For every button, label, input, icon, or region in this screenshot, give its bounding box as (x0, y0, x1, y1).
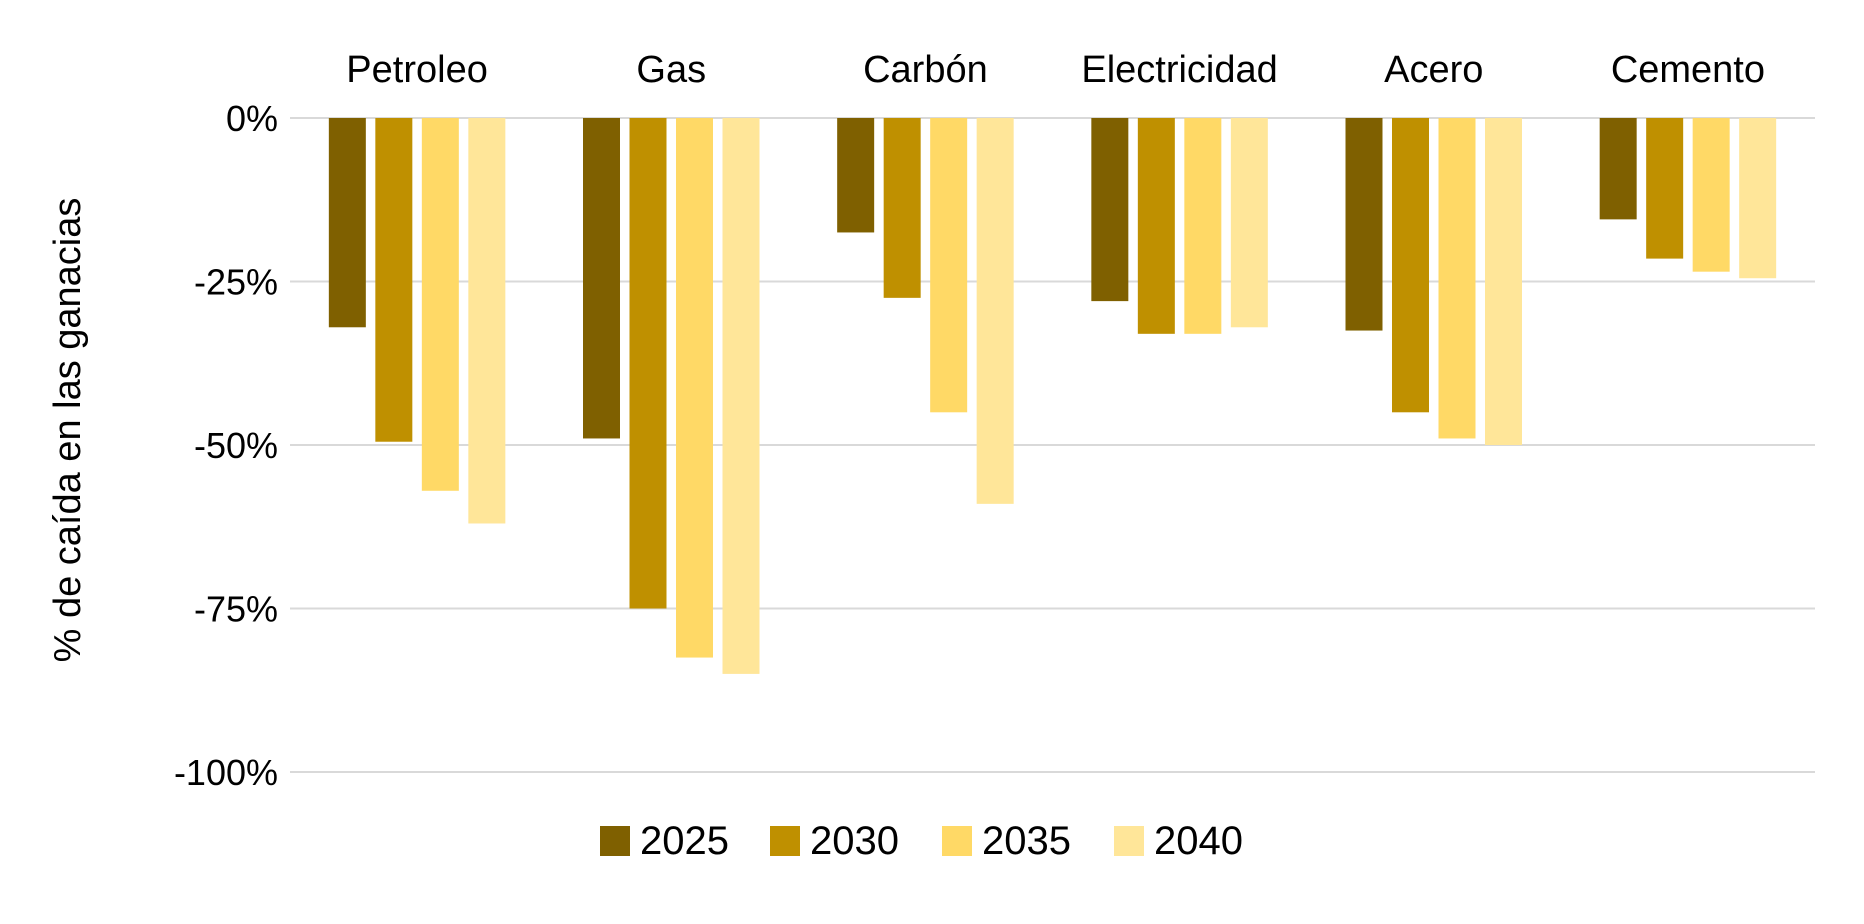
bar-2030-carbón (883, 118, 921, 298)
bar-2030-gas (629, 118, 667, 609)
bar-2030-petroleo (375, 118, 413, 442)
legend-swatch-2035 (942, 826, 972, 856)
bar-2025-electricidad (1091, 118, 1129, 302)
category-label: Gas (636, 49, 706, 91)
bar-2035-gas (676, 118, 713, 658)
category-labels: Petroleo Gas Carbón Electricidad Acero Cement… (346, 49, 1765, 91)
legend-label: 2025 (640, 819, 729, 863)
bar-2040-electricidad (1230, 118, 1268, 328)
bar-2025-petroleo (328, 118, 366, 328)
category-label: Electricidad (1081, 49, 1277, 91)
y-tick-label: -100% (174, 752, 278, 793)
category-label: Cemento (1611, 49, 1765, 91)
y-tick-label: 0% (226, 98, 278, 139)
bar-2035-electricidad (1184, 118, 1222, 334)
legend-swatch-2025 (600, 826, 630, 856)
bar-2030-electricidad (1137, 118, 1175, 334)
category-label: Petroleo (346, 49, 488, 91)
bars (328, 118, 1777, 674)
legend-swatch-2030 (770, 826, 800, 856)
bar-2040-gas (722, 118, 760, 674)
bar-2025-acero (1345, 118, 1383, 331)
legend-swatch-2040 (1114, 826, 1144, 856)
y-axis-ticks: 0% -25% -50% -75% -100% (174, 98, 278, 793)
y-tick-label: -50% (194, 425, 278, 466)
legend: 2025 2030 2035 2040 (600, 819, 1243, 863)
gridlines (290, 117, 1815, 773)
y-axis-label: % de caída en las ganacias (47, 198, 89, 663)
legend-label: 2035 (982, 819, 1071, 863)
bar-2025-cemento (1599, 118, 1637, 220)
bar-2030-cemento (1646, 118, 1684, 259)
legend-label: 2040 (1154, 819, 1243, 863)
bar-2035-carbón (930, 118, 968, 413)
bar-2035-acero (1438, 118, 1476, 439)
bar-2040-acero (1485, 118, 1522, 445)
bar-2025-carbón (837, 118, 875, 233)
bar-2035-cemento (1692, 118, 1730, 272)
bar-2040-cemento (1739, 118, 1777, 279)
category-label: Carbón (863, 49, 988, 91)
bar-2035-petroleo (421, 118, 459, 491)
bar-2040-petroleo (468, 118, 506, 524)
category-label: Acero (1384, 49, 1483, 91)
bar-2025-gas (583, 118, 620, 439)
y-tick-label: -25% (194, 262, 278, 303)
bar-2040-carbón (976, 118, 1014, 504)
y-tick-label: -75% (194, 589, 278, 630)
legend-label: 2030 (810, 819, 899, 863)
bar-2030-acero (1392, 118, 1429, 413)
